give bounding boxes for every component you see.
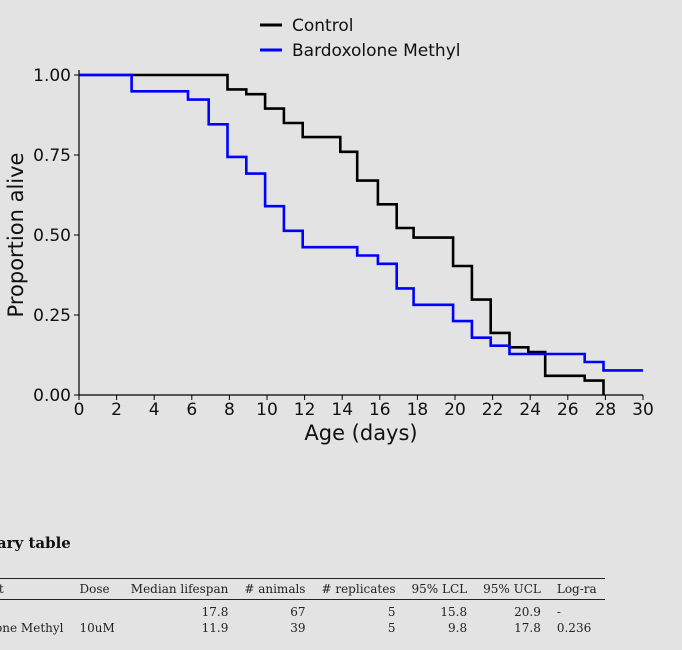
- cell-log-rank: -: [556, 605, 561, 619]
- legend: Control Bardoxolone Methyl: [260, 16, 461, 61]
- x-axis-label: Age (days): [304, 421, 417, 445]
- x-tick-label: 14: [331, 400, 353, 420]
- x-tick-label: 26: [557, 400, 579, 420]
- legend-label-control: Control: [292, 16, 353, 36]
- y-tick-label: 0.25: [33, 306, 71, 326]
- series-line-control: [79, 73, 605, 395]
- legend-label-bardoxolone-methyl: Bardoxolone Methyl: [292, 41, 461, 61]
- y-tick-label: 0.75: [33, 146, 71, 166]
- header-replicates: # replicates: [321, 582, 396, 596]
- cell-animals: 39: [290, 621, 306, 635]
- x-tick-label: 0: [74, 400, 85, 420]
- cell-dose: 10uM: [79, 621, 115, 635]
- table-header-row: ent Dose Median lifespan # animals # rep…: [0, 578, 605, 600]
- cell-animals: 67: [290, 605, 306, 619]
- x-tick-label: 22: [482, 400, 504, 420]
- table-title: nary table: [0, 534, 71, 552]
- table-row: olone Methyl 10uM 11.9 39 5 9.8 17.8 0.2…: [0, 620, 605, 636]
- series-line-bardoxolone-methyl: [79, 73, 643, 372]
- header-dose: Dose: [79, 582, 110, 596]
- cell-treatment: olone Methyl: [0, 621, 64, 635]
- header-log-rank: Log-ra: [556, 582, 597, 596]
- header-treatment: ent: [0, 582, 4, 596]
- x-tick-label: 18: [407, 400, 429, 420]
- y-tick-label: 0.50: [33, 226, 71, 246]
- header-animals: # animals: [244, 582, 306, 596]
- axes: 0 2 4 6 8 10 12 14 16 18 20 22 24 26 28 300.000.250.500…: [4, 66, 654, 445]
- cell-replicates: 5: [387, 621, 396, 635]
- x-tick-label: 16: [369, 400, 391, 420]
- header-median-lifespan: Median lifespan: [130, 582, 229, 596]
- cell-replicates: 5: [387, 605, 396, 619]
- cell-ucl: 20.9: [514, 605, 541, 619]
- x-tick-label: 28: [595, 400, 617, 420]
- cell-ucl: 17.8: [514, 621, 541, 635]
- y-tick-label: 0.00: [33, 386, 71, 406]
- summary-table: ent Dose Median lifespan # animals # rep…: [0, 578, 605, 636]
- y-axis-label: Proportion alive: [4, 153, 28, 318]
- cell-log-rank: 0.236: [556, 621, 592, 635]
- cell-treatment: l: [0, 600, 72, 621]
- x-tick-label: 6: [186, 400, 197, 420]
- cell-median-lifespan: 11.9: [201, 621, 229, 635]
- header-ucl: 95% UCL: [483, 582, 541, 596]
- x-tick-label: 20: [444, 400, 466, 420]
- x-tick-label: 24: [519, 400, 541, 420]
- cell-lcl: 9.8: [448, 621, 468, 635]
- x-tick-label: 10: [256, 400, 278, 420]
- x-tick-label: 4: [149, 400, 160, 420]
- cell-lcl: 15.8: [440, 605, 468, 619]
- x-tick-label: 30: [632, 400, 654, 420]
- header-lcl: 95% LCL: [411, 582, 468, 596]
- survival-lines: [79, 73, 643, 395]
- y-tick-label: 1.00: [33, 66, 71, 86]
- x-tick-label: 12: [294, 400, 316, 420]
- x-tick-label: 2: [111, 400, 122, 420]
- cell-dose: [72, 600, 123, 621]
- x-tick-label: 8: [224, 400, 235, 420]
- survival-chart: 0 2 4 6 8 10 12 14 16 18 20 22 24 26 28 300.000.250.500…: [4, 16, 654, 445]
- cell-median-lifespan: 17.8: [201, 605, 229, 619]
- table-row: l 17.8 67 5 15.8 20.9 -: [0, 600, 605, 621]
